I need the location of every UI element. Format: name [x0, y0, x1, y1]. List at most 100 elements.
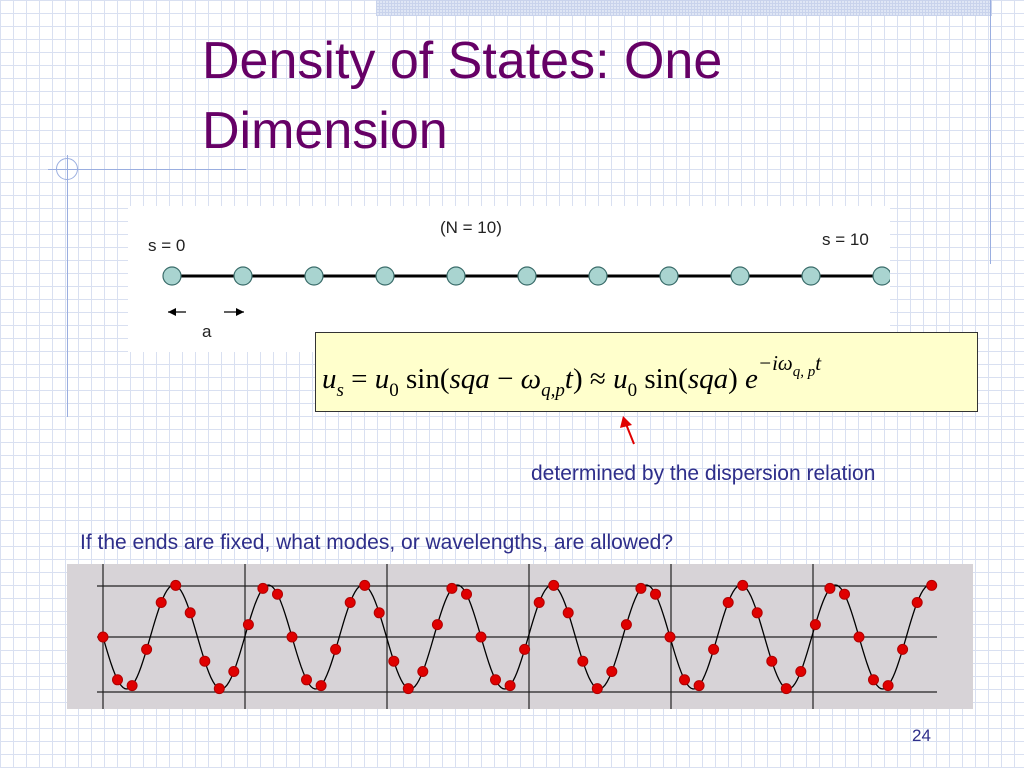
sample-point-25 — [461, 588, 472, 600]
sample-point-49 — [809, 619, 821, 631]
atom-9 — [801, 266, 821, 286]
sample-point-0 — [97, 631, 109, 643]
eq-paren-close: ) — [572, 363, 583, 395]
label-s-zero: s = 0 — [148, 236, 186, 255]
sample-point-26 — [475, 631, 487, 643]
atom-group — [162, 266, 890, 286]
atom-8 — [730, 266, 750, 286]
eq-exponent-t: t — [815, 351, 822, 375]
atom-5 — [517, 266, 537, 286]
sample-point-31 — [548, 579, 560, 591]
sample-point-22 — [417, 666, 429, 677]
sample-point-46 — [766, 655, 778, 667]
sample-point-24 — [446, 582, 458, 594]
sample-point-34 — [591, 683, 603, 695]
sample-point-36 — [620, 619, 632, 631]
sample-point-27 — [490, 674, 501, 686]
sample-point-8 — [213, 683, 225, 695]
sample-point-33 — [577, 655, 589, 667]
atom-chain-figure: s = 0 (N = 10) s = 10 a — [128, 206, 890, 352]
atom-10 — [872, 266, 890, 286]
atom-1 — [233, 266, 253, 286]
label-s-ten: s = 10 — [822, 230, 869, 249]
sample-point-23 — [431, 619, 443, 631]
sample-point-51 — [839, 588, 850, 600]
eq-equals: = — [343, 363, 375, 395]
wave-svg — [97, 564, 938, 709]
sample-point-20 — [388, 655, 400, 667]
sample-point-50 — [824, 582, 836, 594]
sample-point-11 — [257, 582, 269, 594]
sample-point-15 — [315, 680, 327, 692]
eq-t: t — [564, 363, 573, 395]
arrow-head — [620, 416, 632, 428]
eq-omega: ω — [520, 363, 542, 395]
wave-grid — [97, 564, 937, 709]
eq-minus: − — [489, 363, 521, 395]
sample-point-48 — [795, 666, 807, 677]
displacement-equation: us = u0 sin(sqa − ωq,pt) ≈ u0 sin(sqa) e… — [322, 351, 821, 402]
sample-point-41 — [693, 680, 705, 692]
sample-point-17 — [344, 597, 356, 608]
sample-point-40 — [679, 674, 690, 686]
sample-point-44 — [737, 579, 749, 591]
eq-lhs-sub: s — [336, 380, 344, 401]
sample-point-29 — [519, 643, 531, 655]
sample-point-21 — [402, 683, 414, 695]
atom-0 — [162, 266, 182, 286]
sample-point-4 — [155, 597, 167, 608]
sample-point-10 — [242, 619, 254, 631]
rule-circle-ornament — [56, 158, 78, 180]
sample-point-1 — [112, 674, 123, 686]
eq-exponent-sub: q, p — [792, 364, 816, 380]
arrow-shaft — [625, 423, 635, 445]
eq-sin2-open: sin( — [637, 363, 688, 395]
sample-point-38 — [650, 588, 661, 600]
atom-2 — [304, 266, 324, 286]
sample-point-39 — [664, 631, 676, 643]
left-rule-line — [67, 155, 68, 417]
atom-4 — [446, 266, 466, 286]
eq-paren2-close: ) — [728, 363, 746, 395]
sample-point-28 — [504, 680, 516, 692]
eq-amp1: u — [374, 363, 390, 395]
sample-point-56 — [911, 597, 923, 608]
sample-point-5 — [170, 579, 182, 591]
sample-point-18 — [359, 579, 371, 591]
red-pointer-arrow — [620, 416, 635, 445]
sample-point-19 — [373, 607, 385, 619]
sample-point-14 — [301, 674, 312, 686]
spacing-arrowhead-right — [236, 308, 244, 316]
sample-point-37 — [635, 582, 647, 594]
sample-point-30 — [533, 597, 545, 608]
eq-exponent: −iωq, pt — [758, 351, 822, 380]
sample-point-2 — [126, 680, 138, 692]
sample-point-12 — [272, 588, 283, 600]
top-decorative-band — [376, 0, 992, 16]
right-rule-line — [990, 0, 991, 264]
sample-point-53 — [868, 674, 879, 686]
sample-point-47 — [780, 683, 792, 695]
sample-point-43 — [722, 597, 734, 608]
sample-point-55 — [897, 643, 909, 655]
sample-point-32 — [562, 607, 574, 619]
spacing-arrowhead-left — [168, 308, 176, 316]
sample-points — [97, 579, 938, 695]
label-spacing-a: a — [202, 322, 212, 341]
slide-title: Density of States: One Dimension — [202, 32, 723, 160]
eq-amp1-sub: 0 — [389, 380, 399, 401]
eq-amp2-sub: 0 — [627, 380, 638, 401]
sample-point-7 — [199, 655, 211, 667]
label-n-count: (N = 10) — [440, 218, 502, 237]
dispersion-annotation: determined by the dispersion relation — [531, 462, 876, 485]
sample-point-6 — [184, 607, 196, 619]
sample-point-35 — [606, 666, 618, 677]
standing-wave-curve — [102, 584, 934, 690]
atom-7 — [659, 266, 679, 286]
standing-wave-figure — [67, 564, 973, 709]
title-rule-line — [48, 169, 246, 170]
atom-6 — [588, 266, 608, 286]
eq-exp-base: e — [745, 363, 758, 395]
modes-question: If the ends are fixed, what modes, or wa… — [80, 531, 674, 554]
sample-point-42 — [708, 643, 720, 655]
